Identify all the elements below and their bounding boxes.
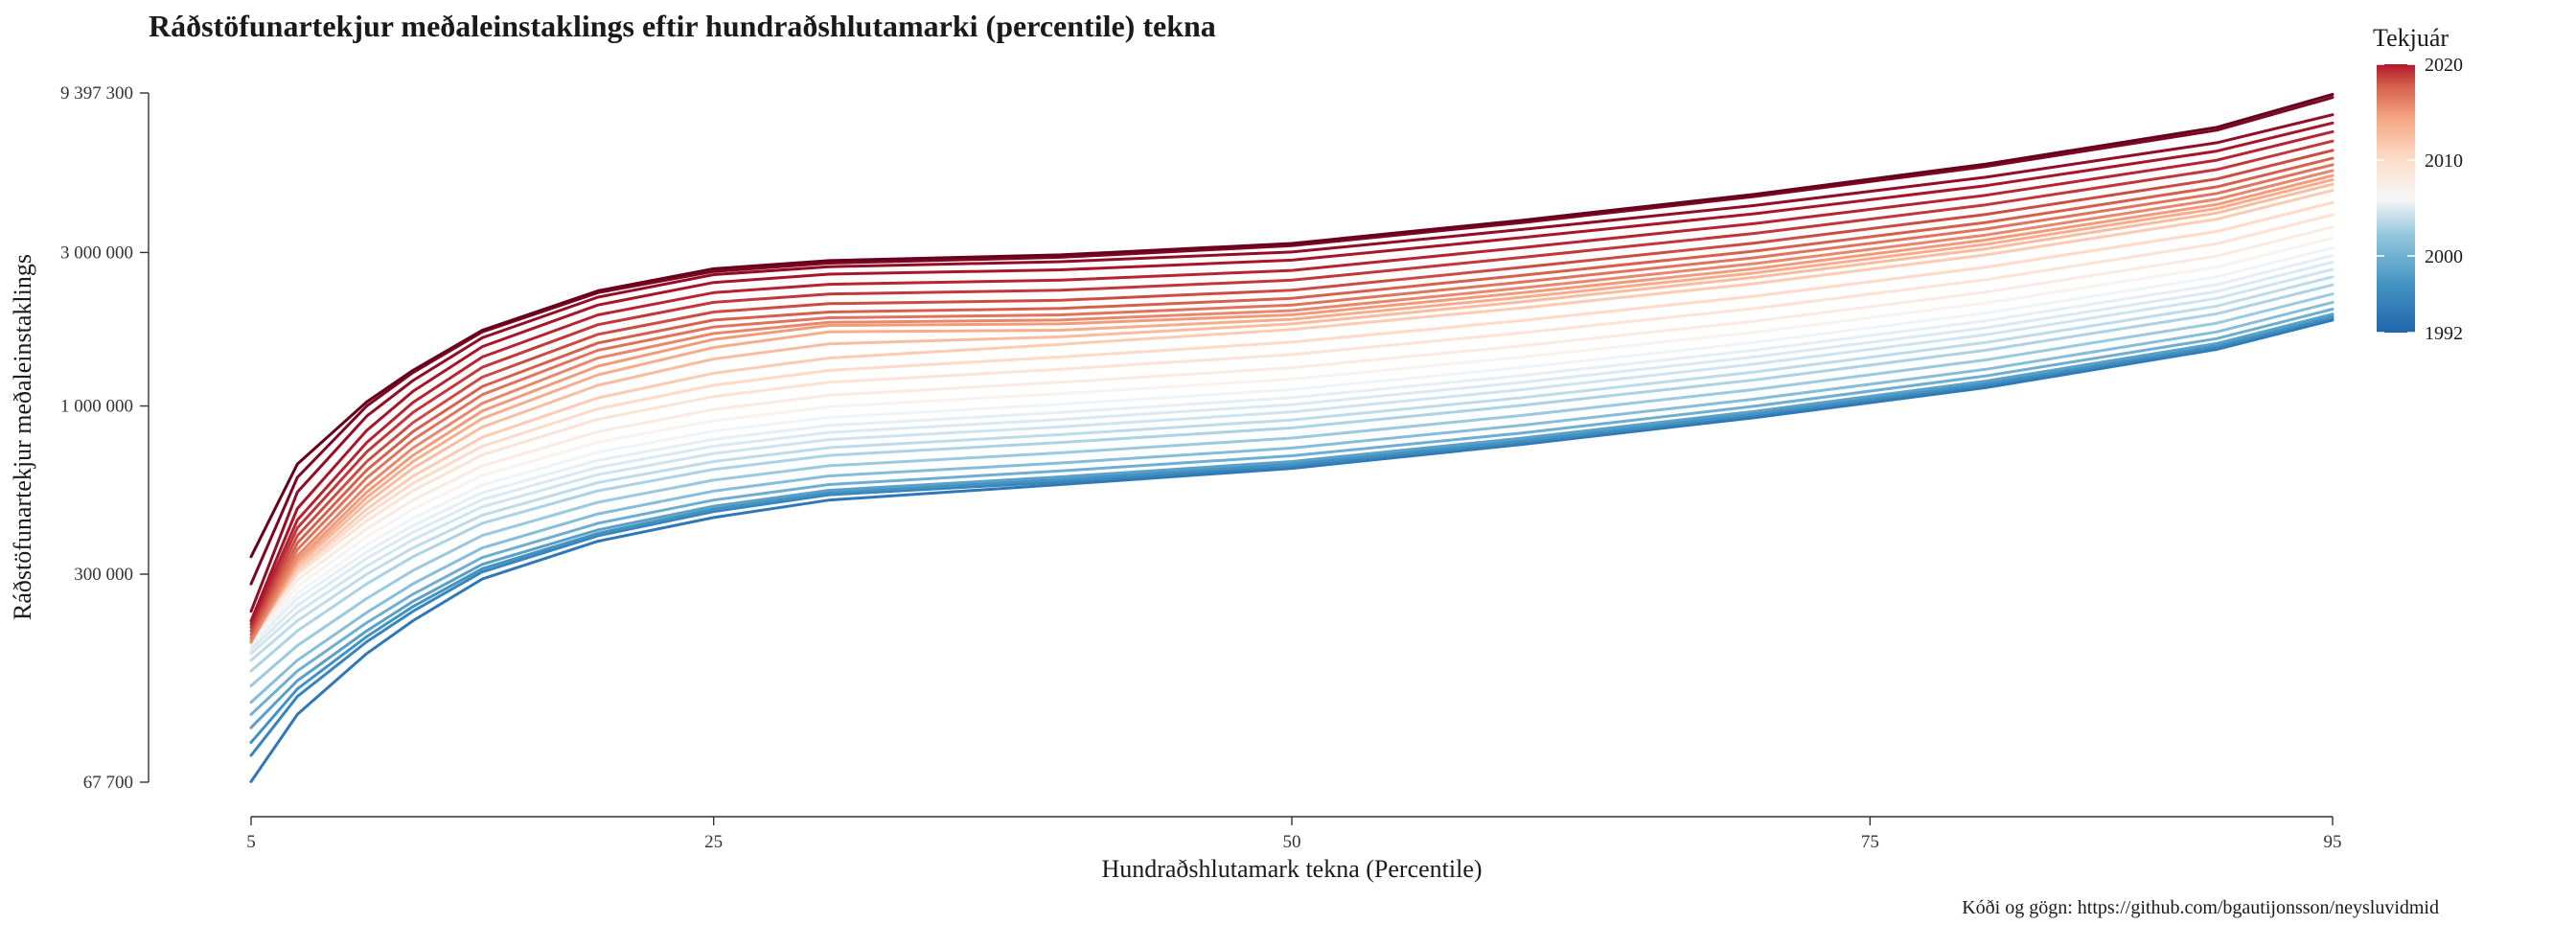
- series-line-2000: [249, 275, 2334, 662]
- series-lines: [249, 93, 2334, 783]
- series-line-2002: [249, 261, 2334, 652]
- legend-label: 1992: [2425, 323, 2463, 344]
- x-tick-label: 25: [704, 832, 723, 852]
- series-line-2016: [249, 149, 2334, 633]
- series-line-1996: [249, 308, 2334, 716]
- chart-caption: Kóði og gögn: https://github.com/bgautij…: [1962, 897, 2439, 918]
- x-tick-label: 75: [1861, 832, 1879, 852]
- series-line-1992: [249, 318, 2334, 783]
- x-axis-ticks: 5 25 50 75 95: [246, 817, 2342, 852]
- series-line-2014: [249, 163, 2334, 640]
- y-axis-title: Ráðstöfunartekjur meðaleinstaklings: [9, 254, 36, 620]
- series-line-2022: [249, 93, 2334, 559]
- y-tick-label: 3 000 000: [60, 243, 133, 263]
- series-line-1994: [249, 314, 2334, 744]
- y-tick-label: 9 397 300: [60, 83, 133, 104]
- legend-label: 2020: [2425, 55, 2463, 76]
- series-line-2004: [249, 246, 2334, 646]
- series-line-1995: [249, 312, 2334, 729]
- series-line-2010: [249, 182, 2334, 643]
- x-tick-label: 5: [246, 832, 256, 852]
- series-line-2009: [249, 189, 2334, 641]
- series-line-1999: [249, 283, 2334, 673]
- x-axis-title: Hundraðshlutamark tekna (Percentile): [1101, 855, 1482, 883]
- series-line-2018: [249, 129, 2334, 626]
- series-line-2012: [249, 173, 2334, 644]
- y-axis-ticks: 67 700 300 000 1 000 000 3 000 000 9 397 300: [60, 83, 149, 793]
- series-line-2003: [249, 253, 2334, 647]
- series-line-2019: [249, 121, 2334, 623]
- x-tick-label: 95: [2324, 832, 2342, 852]
- x-tick-label: 50: [1283, 832, 1301, 852]
- series-line-1998: [249, 292, 2334, 687]
- series-line-1997: [249, 300, 2334, 705]
- y-tick-label: 1 000 000: [60, 397, 133, 417]
- series-line-1993: [249, 316, 2334, 757]
- series-line-2015: [249, 156, 2334, 636]
- y-tick-label: 300 000: [74, 565, 133, 585]
- series-line-2021: [249, 96, 2334, 586]
- legend-labels: 2020 2010 2000 1992: [2377, 55, 2463, 344]
- y-tick-label: 67 700: [83, 773, 133, 793]
- legend-colorbar: [2377, 64, 2415, 333]
- series-line-2007: [249, 213, 2334, 640]
- series-line-2005: [249, 236, 2334, 643]
- chart-title: Ráðstöfunartekjur meðaleinstaklings efti…: [149, 9, 1216, 43]
- series-line-2006: [249, 225, 2334, 641]
- series-line-2008: [249, 200, 2334, 640]
- series-line-2011: [249, 178, 2334, 643]
- legend: Tekjuár 2020 2010 2000 1992: [2373, 24, 2463, 344]
- series-line-2013: [249, 169, 2334, 643]
- legend-label: 2000: [2425, 246, 2463, 267]
- series-line-2020: [249, 113, 2334, 613]
- legend-title: Tekjuár: [2373, 24, 2449, 52]
- series-line-2001: [249, 267, 2334, 656]
- legend-label: 2010: [2425, 150, 2463, 172]
- series-line-2017: [249, 139, 2334, 629]
